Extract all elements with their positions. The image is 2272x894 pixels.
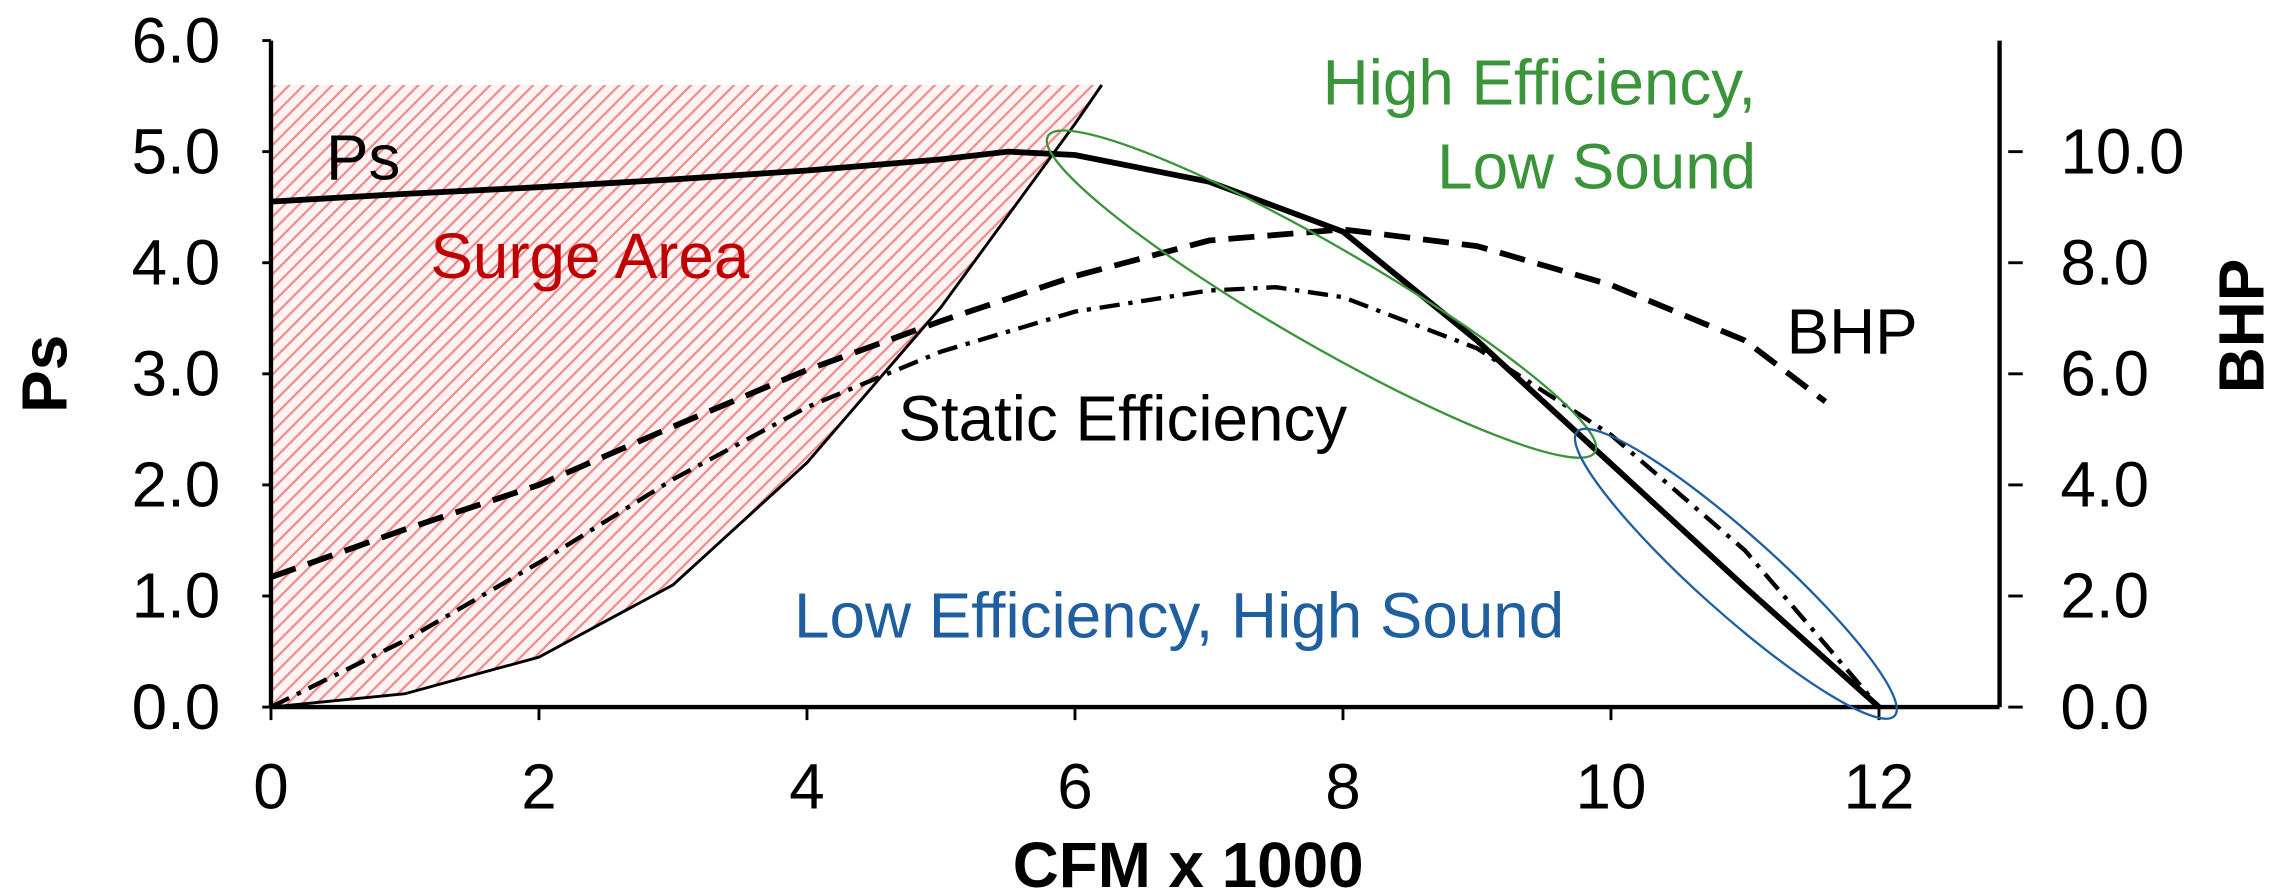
x-tick-label: 8 xyxy=(1325,751,1360,823)
annotation: Surge Area xyxy=(430,220,750,292)
x-tick-label: 12 xyxy=(1844,751,1915,823)
series-label: Static Efficiency xyxy=(898,382,1347,454)
x-tick-label: 0 xyxy=(253,751,288,823)
series-line xyxy=(270,284,1881,710)
x-tick-label: 2 xyxy=(521,751,556,823)
x-axis-title: CFM x 1000 xyxy=(1013,829,1364,894)
y2-tick-label: 0.0 xyxy=(2060,671,2149,743)
series-line xyxy=(270,148,1881,710)
y2-axis-title: BHP xyxy=(2205,259,2272,394)
annotation: Low Efficiency, High Sound xyxy=(794,580,1564,652)
y-tick-label: 3.0 xyxy=(132,338,221,410)
y-axis-title: Ps xyxy=(9,335,81,413)
y-tick-label: 2.0 xyxy=(132,449,221,521)
series-label: BHP xyxy=(1787,296,1918,368)
y2-tick-label: 8.0 xyxy=(2060,226,2149,298)
series-line xyxy=(270,226,1828,580)
y2-tick-label: 6.0 xyxy=(2060,338,2149,410)
x-tick-label: 10 xyxy=(1576,751,1647,823)
y2-tick-label: 2.0 xyxy=(2060,560,2149,632)
y-tick-label: 1.0 xyxy=(132,560,221,632)
surge-area-fill xyxy=(270,85,1102,708)
y-tick-label: 6.0 xyxy=(132,4,221,76)
x-tick-label: 4 xyxy=(789,751,824,823)
x-tick-label: 6 xyxy=(1057,751,1092,823)
annotation: Low Sound xyxy=(1437,130,1756,202)
y2-tick-label: 10.0 xyxy=(2060,115,2184,187)
region-outline xyxy=(1573,427,1898,720)
plot-area: 0 2 4 6 8 10 12 0.0 1.0 2.0 3.0 4.0 5.0 6.0 0.0 2.0 4.0 6… xyxy=(132,4,2185,822)
annotation: High Efficiency, xyxy=(1323,46,1756,118)
series-label: Ps xyxy=(326,122,400,194)
y-tick-label: 4.0 xyxy=(132,226,221,298)
y2-tick-label: 4.0 xyxy=(2060,449,2149,521)
region-outline xyxy=(1045,129,1598,459)
y-tick-label: 5.0 xyxy=(132,115,221,187)
y-tick-label: 0.0 xyxy=(132,671,221,743)
